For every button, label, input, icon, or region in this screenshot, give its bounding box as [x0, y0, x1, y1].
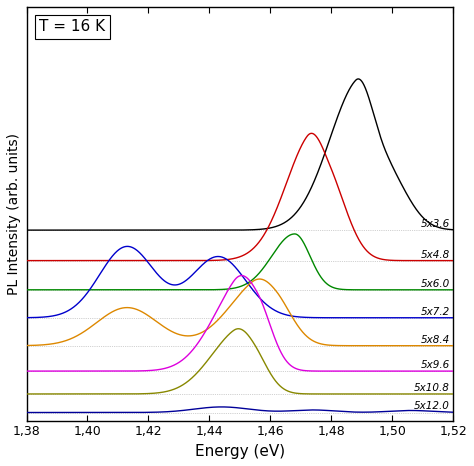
Text: 5x8.4: 5x8.4	[421, 335, 450, 345]
X-axis label: Energy (eV): Energy (eV)	[195, 444, 285, 459]
Text: 5x12.0: 5x12.0	[414, 402, 450, 411]
Text: 5x3.6: 5x3.6	[421, 219, 450, 229]
Text: 5x4.8: 5x4.8	[421, 250, 450, 260]
Text: 5x6.0: 5x6.0	[421, 279, 450, 289]
Text: 5x7.2: 5x7.2	[421, 307, 450, 317]
Y-axis label: PL Intensity (arb. units): PL Intensity (arb. units)	[7, 133, 21, 295]
Text: 5x9.6: 5x9.6	[421, 360, 450, 370]
Text: 5x10.8: 5x10.8	[414, 383, 450, 393]
Text: T = 16 K: T = 16 K	[39, 20, 105, 34]
